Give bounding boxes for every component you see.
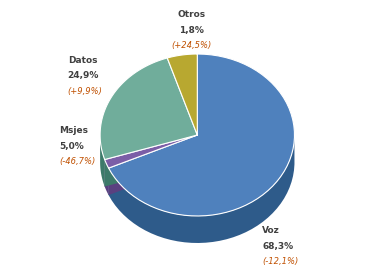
Text: 5,0%: 5,0% — [60, 142, 84, 151]
Polygon shape — [105, 135, 197, 187]
Text: (-12,1%): (-12,1%) — [262, 257, 298, 266]
Polygon shape — [167, 54, 197, 135]
Polygon shape — [105, 135, 197, 168]
Text: Datos: Datos — [68, 56, 97, 65]
Polygon shape — [109, 54, 294, 216]
Polygon shape — [109, 137, 294, 243]
Polygon shape — [100, 58, 197, 160]
Text: 1,8%: 1,8% — [179, 26, 204, 35]
Polygon shape — [109, 135, 197, 195]
Text: 68,3%: 68,3% — [262, 242, 293, 251]
Text: Msjes: Msjes — [60, 126, 89, 135]
Polygon shape — [109, 135, 197, 195]
Text: (+24,5%): (+24,5%) — [172, 41, 212, 50]
Text: 24,9%: 24,9% — [68, 72, 99, 80]
Text: (-46,7%): (-46,7%) — [60, 157, 96, 166]
Polygon shape — [105, 135, 197, 187]
Text: Otros: Otros — [178, 10, 206, 19]
Text: (+9,9%): (+9,9%) — [68, 87, 103, 96]
Polygon shape — [105, 160, 109, 195]
Polygon shape — [100, 136, 105, 187]
Text: Voz: Voz — [262, 226, 280, 235]
